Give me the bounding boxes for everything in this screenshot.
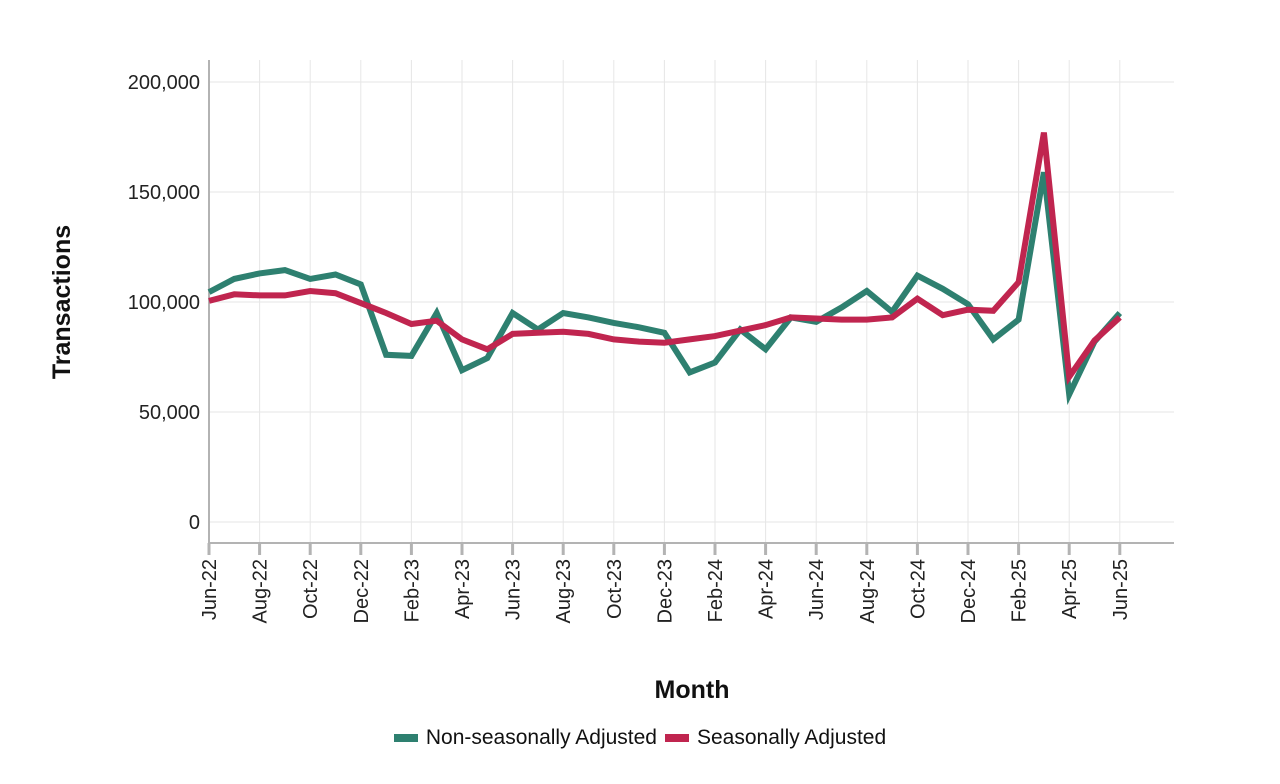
y-tick-label: 150,000 — [128, 182, 200, 204]
x-tick-label: Feb-24 — [705, 559, 727, 622]
x-tick-label: Jun-24 — [806, 559, 828, 620]
y-axis-title: Transactions — [48, 225, 76, 379]
series-line-seasonally-adjusted — [208, 132, 1122, 386]
legend: Non-seasonally Adjusted Seasonally Adjus… — [0, 726, 1280, 750]
legend-item-seasonally-adjusted: Seasonally Adjusted — [665, 726, 886, 750]
x-tick-label: Jun-23 — [503, 559, 525, 620]
x-tick-label: Jun-22 — [199, 559, 221, 620]
legend-label: Seasonally Adjusted — [697, 726, 887, 749]
x-tick-label: Aug-22 — [250, 559, 272, 624]
y-tick-label: 100,000 — [128, 292, 200, 314]
legend-item-non-seasonally-adjusted: Non-seasonally Adjusted — [393, 726, 657, 750]
x-tick-label: Dec-24 — [958, 559, 980, 623]
y-tick-label: 50,000 — [139, 402, 200, 424]
x-tick-label: Aug-24 — [857, 559, 879, 624]
x-tick-label: Oct-24 — [907, 559, 929, 619]
axes — [208, 60, 1174, 544]
x-axis-ticks: Jun-22 Aug-22 Oct-22 Dec-22 Feb-23 Apr-23 Jun-… — [199, 543, 1132, 624]
x-tick-label: Jun-25 — [1110, 559, 1132, 620]
x-tick-label: Oct-22 — [300, 559, 322, 619]
x-tick-label: Feb-23 — [401, 559, 423, 622]
x-tick-label: Feb-25 — [1009, 559, 1031, 622]
x-tick-label: Dec-22 — [351, 559, 373, 623]
series-lines — [207, 132, 1123, 406]
y-tick-label: 200,000 — [128, 72, 200, 94]
x-tick-label: Apr-25 — [1059, 559, 1081, 619]
x-tick-label: Apr-23 — [452, 559, 474, 619]
legend-swatch-non-seasonally-adjusted — [393, 734, 418, 742]
y-axis-ticks: 0 50,000 100,000 150,000 200,000 — [128, 72, 200, 534]
x-tick-label: Apr-24 — [756, 559, 778, 619]
legend-swatch-seasonally-adjusted — [665, 734, 689, 742]
x-axis-title: Month — [655, 676, 730, 704]
legend-label: Non-seasonally Adjusted — [425, 726, 657, 749]
series-line-non-seasonally-adjusted — [207, 171, 1123, 406]
x-tick-label: Aug-23 — [553, 559, 575, 624]
y-tick-label: 0 — [189, 512, 200, 534]
x-tick-label: Oct-23 — [604, 559, 626, 619]
x-tick-label: Dec-23 — [654, 559, 676, 623]
